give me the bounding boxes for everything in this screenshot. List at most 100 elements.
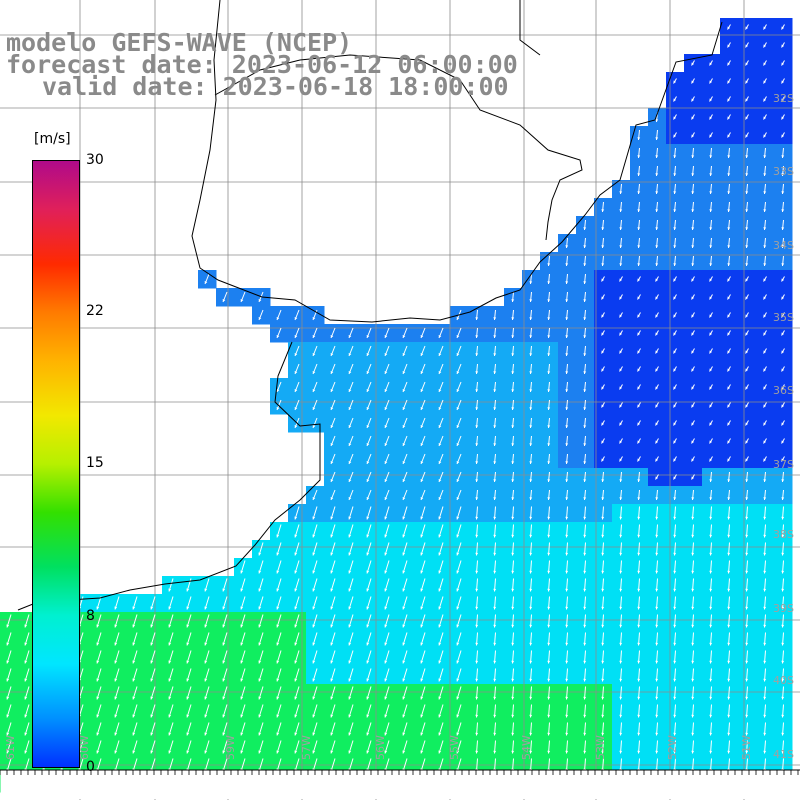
wind-arrow [745,294,749,300]
wind-arrow [348,632,354,646]
wind-arrow [673,237,677,249]
wind-arrow [114,632,120,646]
wind-arrow [655,237,659,249]
wind-arrow [745,219,749,231]
wind-arrow [493,471,497,483]
wind-arrow [709,614,713,628]
wind-arrow [655,596,659,610]
wind-arrow [691,183,695,195]
wind-arrow [601,560,605,574]
wind-arrow [294,614,300,628]
wind-arrow [655,438,659,444]
wind-arrow [619,237,623,249]
lat-label: 38S [773,528,794,541]
wind-arrow [529,668,533,682]
wind-arrow [601,366,605,372]
wind-arrow [691,420,695,426]
wind-arrow [745,596,749,610]
wind-arrow [763,524,767,538]
wind-arrow [691,60,695,66]
wind-arrow [240,560,246,574]
wind-arrow [637,366,641,372]
colorbar-tick-8: 8 [86,608,95,624]
lon-label: 57W [300,735,313,760]
wind-arrow [456,524,462,538]
wind-arrow [384,614,390,628]
wind-arrow [222,578,228,592]
wind-arrow [186,668,192,682]
wind-arrow [384,596,390,610]
wind-arrow [330,632,336,646]
wind-arrow [186,614,192,628]
wind-arrow [781,96,785,102]
wind-arrow [330,453,336,465]
wind-arrow [781,456,785,462]
wind-arrow [6,704,12,718]
wind-arrow [529,273,533,285]
wind-arrow [727,294,731,300]
wind-arrow [745,183,749,195]
wind-arrow [637,650,641,664]
wind-arrow [529,453,533,465]
wind-arrow [691,165,695,177]
wind-arrow [366,345,372,357]
wind-arrow [583,704,587,718]
wind-arrow [637,384,641,390]
wind-arrow [168,722,174,736]
wind-arrow [763,650,767,664]
wind-arrow [186,740,192,754]
wind-arrow [438,417,444,429]
wind-arrow [727,147,731,159]
wind-arrow [601,402,605,408]
lat-label: 37S [773,458,794,471]
wind-arrow [565,237,569,249]
wind-arrow [456,417,462,429]
wind-arrow [366,471,372,483]
wind-arrow [673,632,677,646]
wind-arrow [619,276,623,282]
wind-arrow [547,668,551,682]
wind-arrow [781,330,785,336]
wind-arrow [348,345,354,357]
wind-arrow [763,348,767,354]
wind-arrow [276,704,282,718]
wind-arrow [637,456,641,462]
wind-arrow [114,740,120,754]
wind-arrow [655,219,659,231]
wind-arrow [438,614,444,628]
wind-arrow [565,471,569,483]
lat-label: 40S [773,674,794,687]
wind-arrow [222,668,228,682]
wind-arrow [511,560,515,574]
wind-arrow [601,524,605,538]
wind-arrow [691,489,695,501]
wind-arrow [745,650,749,664]
wind-arrow [781,471,785,483]
wind-arrow [420,381,426,393]
wind-arrow [258,686,264,700]
wind-arrow [601,668,605,682]
wind-arrow [673,78,677,84]
wind-arrow [601,438,605,444]
wind-arrow [258,596,264,610]
wind-arrow [114,668,120,682]
wind-arrow [438,327,444,339]
wind-arrow [619,524,623,538]
wind-arrow [673,312,677,318]
wind-arrow [547,345,551,357]
wind-arrow [763,96,767,102]
wind-arrow [619,560,623,574]
wind-arrow [204,614,210,628]
wind-arrow [637,255,641,267]
wind-arrow [511,309,515,321]
wind-arrow [781,668,785,682]
wind-arrow [420,489,426,501]
wind-arrow [691,632,695,646]
coastline [17,0,723,611]
wind-arrow [529,506,533,520]
wind-arrow [420,704,426,718]
wind-arrow [384,471,390,483]
title-model: modelo GEFS-WAVE (NCEP) [6,28,353,57]
wind-arrow [420,686,426,700]
wind-arrow [637,312,641,318]
